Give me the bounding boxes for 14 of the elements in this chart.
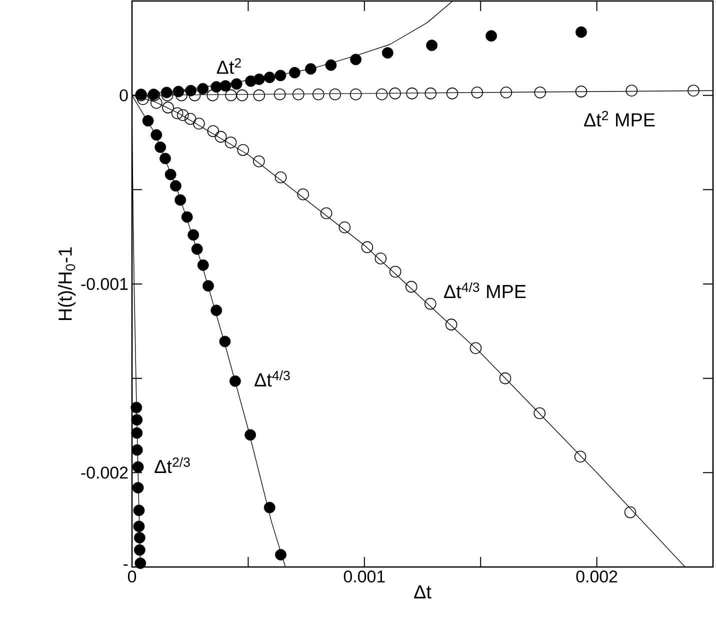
annotation: Δt$^{4/3}$ MPE [444, 282, 526, 298]
x-tick-label: 0.001 [344, 570, 385, 582]
y-axis-title: H(t)/H$_{0}$-1 [58, 247, 76, 320]
y-tick-label: - [124, 564, 128, 566]
y-tick-label: -0.001 [81, 278, 128, 290]
annotation: Δt$^{2}$ [216, 58, 241, 74]
x-axis-title: Δt [414, 585, 432, 598]
y-tick-label: 0 [120, 89, 128, 102]
annotation: Δt$^{2}$ MPE [584, 110, 655, 127]
annotation: Δt$^{2/3}$ [154, 457, 190, 474]
x-tick-label: 0 [128, 570, 136, 582]
x-tick-label: 0.002 [576, 570, 618, 582]
annotation: Δt$^{4/3}$ [254, 370, 290, 386]
y-tick-label: -0.002 [81, 466, 128, 479]
